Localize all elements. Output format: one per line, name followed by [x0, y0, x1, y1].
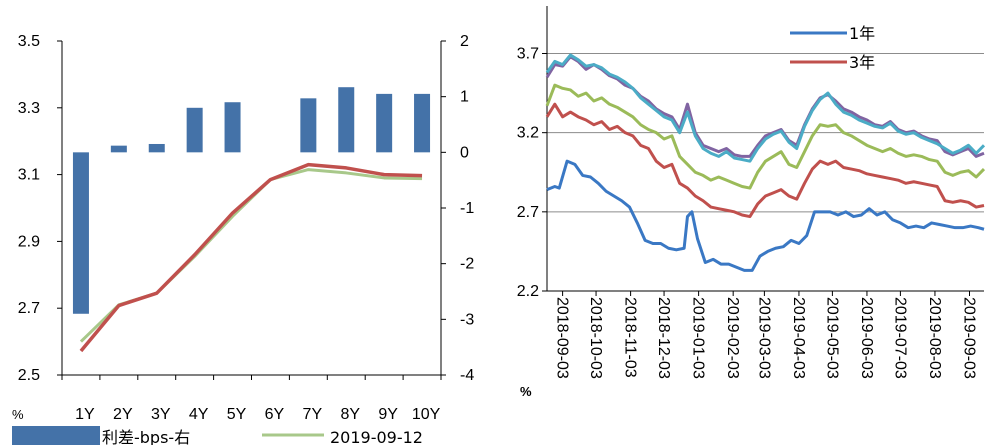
- right-tick-label: -3: [460, 311, 474, 328]
- right-tick-label: -4: [460, 367, 474, 384]
- yield-series-line: [546, 159, 985, 272]
- x-tick-label: 2018-12-03: [655, 297, 672, 379]
- category-label: 4Y: [189, 406, 209, 423]
- left-tick-label: 3.5: [18, 33, 40, 50]
- category-label: 5Y: [227, 406, 247, 423]
- unit-label: %: [12, 407, 24, 422]
- y-tick-label: 3.7: [517, 46, 539, 63]
- yield-series-line: [545, 83, 986, 190]
- y-tick-label: 2.2: [517, 283, 539, 300]
- category-label: 9Y: [378, 406, 398, 423]
- spread-bar: [224, 102, 241, 153]
- x-tick-label: 2018-09-03: [554, 297, 571, 379]
- curve-line-comparison: [79, 162, 423, 353]
- left-tick-label: 2.9: [18, 233, 40, 250]
- right-tick-label: 1: [460, 89, 469, 106]
- spread-bar: [338, 87, 355, 153]
- right-tick-label: 2: [460, 33, 469, 50]
- left-tick-label: 2.5: [18, 367, 40, 384]
- category-label: 10Y: [412, 406, 441, 423]
- x-tick-label: 2018-10-03: [587, 297, 604, 379]
- x-tick-label: 2018-11-03: [622, 297, 639, 378]
- category-label: 8Y: [340, 406, 360, 423]
- left-tick-label: 3.3: [18, 100, 40, 117]
- yield-series-line: [545, 53, 986, 163]
- x-tick-label: 2019-05-03: [823, 297, 840, 379]
- x-tick-label: 2019-09-03: [961, 297, 978, 379]
- spread-bar: [148, 143, 165, 153]
- x-tick-label: 2019-08-03: [926, 297, 943, 379]
- legend-label-line: 2019-09-12: [330, 428, 423, 445]
- spread-bar: [110, 145, 127, 153]
- unit-label: %: [520, 384, 532, 399]
- x-tick-label: 2019-06-03: [858, 297, 875, 379]
- left-tick-label: 3.1: [18, 167, 40, 184]
- yield-series-line: [545, 102, 985, 219]
- category-label: 1Y: [75, 406, 95, 423]
- x-tick-label: 2019-01-03: [690, 297, 707, 379]
- left-chart: 3.5 3.3 3.1 2.9 2.7 2.5 2 1 0 -1 -2 -3 -4 1Y 2Y 3Y 4Y 5Y 6…: [12, 33, 474, 445]
- category-label: 6Y: [265, 406, 285, 423]
- x-tick-label: 2019-02-03: [724, 297, 741, 379]
- left-tick-label: 2.7: [18, 300, 40, 317]
- spread-bar: [300, 98, 317, 153]
- right-tick-label: -2: [460, 256, 474, 273]
- legend-swatch-bar: [12, 426, 100, 445]
- y-tick-label: 2.7: [517, 204, 539, 221]
- category-label: 3Y: [151, 406, 171, 423]
- spread-bar: [186, 107, 203, 153]
- right-tick-label: -1: [460, 200, 474, 217]
- right-tick-label: 0: [460, 144, 469, 161]
- spread-bar: [72, 152, 89, 314]
- spread-bar: [414, 93, 431, 153]
- y-tick-label: 3.2: [517, 125, 539, 142]
- yield-series-line: [545, 55, 985, 158]
- legend-label-1y: 1年: [849, 24, 875, 43]
- x-tick-label: 2019-07-03: [891, 297, 908, 379]
- x-tick-label: 2019-03-03: [755, 297, 772, 379]
- category-label: 2Y: [113, 406, 133, 423]
- legend-label-bar: 利差-bps-右: [102, 428, 190, 445]
- x-tick-label: 2019-04-03: [790, 297, 807, 379]
- category-label: 7Y: [303, 406, 323, 423]
- legend-label-3y: 3年: [849, 53, 875, 72]
- right-chart: 3.7 3.2 2.7 2.2 2018-09-03 2018-10-03 2018-11-…: [517, 6, 986, 399]
- spread-bar: [376, 93, 393, 153]
